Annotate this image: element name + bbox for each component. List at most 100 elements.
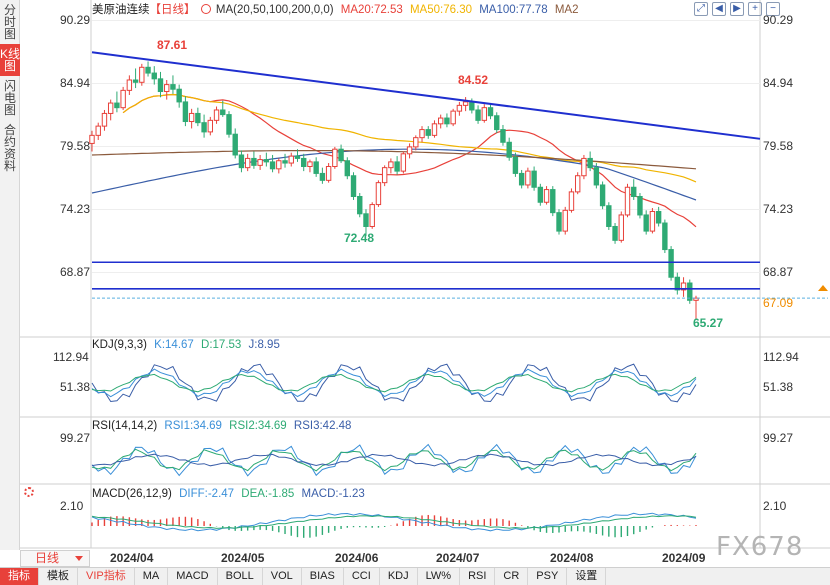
chart-canvas[interactable] <box>0 0 830 567</box>
candle-body <box>319 172 326 181</box>
chevron-down-icon <box>75 556 83 561</box>
ma2-value: MA2 <box>554 4 579 16</box>
tab-indicator[interactable]: 指标 <box>0 568 39 585</box>
tab-contract-info-label: 合约资料 <box>3 123 16 173</box>
tab-time-share[interactable]: 分时图 <box>0 0 20 44</box>
candle-body <box>606 205 612 227</box>
candle-body <box>668 249 674 278</box>
candle-body <box>344 160 350 177</box>
macd-sun-icon[interactable] <box>24 487 34 497</box>
candle-body <box>518 172 525 186</box>
candle-body <box>114 102 120 109</box>
candle-body <box>450 110 456 125</box>
candle-body <box>556 212 562 232</box>
candle-body <box>655 210 662 224</box>
candle-body <box>164 84 170 93</box>
ma100-line <box>91 148 697 201</box>
period-selector[interactable]: 日线 <box>20 550 90 567</box>
candle-body <box>512 156 519 174</box>
candle-body <box>132 79 139 83</box>
left-axis-label: 84.94 <box>60 76 91 90</box>
watermark-logo: FX678 <box>716 532 804 562</box>
candle-body <box>462 101 469 106</box>
date-label: 2024/09 <box>662 551 706 565</box>
high-annotation: 87.61 <box>157 38 188 52</box>
left-axis-label: 79.58 <box>60 139 91 153</box>
tab-bias[interactable]: BIAS <box>302 568 344 585</box>
tab-vol[interactable]: VOL <box>263 568 302 585</box>
low-annotation: 72.48 <box>344 231 375 245</box>
candle-body <box>506 141 512 158</box>
candle-body <box>693 297 699 301</box>
tab-settings[interactable]: 设置 <box>567 568 607 585</box>
high-annotation: 84.52 <box>458 73 489 87</box>
left-axis-label: 68.87 <box>60 265 91 279</box>
candle-body <box>363 213 369 227</box>
candle-body <box>525 170 531 186</box>
settings-gear-icon[interactable] <box>200 4 211 14</box>
macd-legend: MACD(26,12,9) DIFF:-2.47 DEA:-1.85 MACD:… <box>92 487 365 501</box>
main-legend: 美原油连续【日线】 MA(20,50,100,200,0,0) MA20:72.… <box>92 3 578 17</box>
candle-body <box>637 195 643 216</box>
candle-body <box>195 112 201 124</box>
zoom-in-icon[interactable]: + <box>748 2 762 16</box>
candle-body <box>213 109 220 121</box>
kdj-d-line <box>91 373 697 393</box>
candle-body <box>276 160 282 170</box>
candle-body <box>543 189 550 203</box>
low-annotation: 65.27 <box>693 316 724 330</box>
tab-vip-indicator[interactable]: VIP指标 <box>78 568 135 585</box>
candle-body <box>145 66 151 74</box>
tab-psy[interactable]: PSY <box>528 568 568 585</box>
tab-lw[interactable]: LW% <box>418 568 461 585</box>
tab-boll[interactable]: BOLL <box>218 568 263 585</box>
zoom-out-icon[interactable]: − <box>766 2 780 16</box>
candle-body <box>263 159 270 163</box>
ma100-value: MA100:77.78 <box>479 4 548 16</box>
tab-template[interactable]: 模板 <box>39 568 78 585</box>
tab-kline[interactable]: K线图 <box>0 44 20 76</box>
tab-kdj[interactable]: KDJ <box>380 568 418 585</box>
tab-macd[interactable]: MACD <box>168 568 218 585</box>
tab-cci[interactable]: CCI <box>344 568 380 585</box>
kdj-axis-label: 112.94 <box>763 350 799 364</box>
candle-body <box>680 282 687 291</box>
candle-body <box>562 209 568 232</box>
candle-body <box>301 157 307 168</box>
tab-cr[interactable]: CR <box>495 568 529 585</box>
left-axis-label: 90.29 <box>60 13 91 27</box>
candle-body <box>431 123 438 136</box>
candle-body <box>662 222 668 251</box>
ma20-line <box>122 93 697 228</box>
tab-contract-info[interactable]: 合约资料 <box>0 120 20 176</box>
candle-body <box>244 157 251 169</box>
kdj-j: J:8.95 <box>248 339 280 351</box>
right-axis-label: 79.58 <box>763 139 794 153</box>
tab-rsi[interactable]: RSI <box>460 568 496 585</box>
arrow-left-icon[interactable]: ◀ <box>712 2 726 16</box>
tab-flash[interactable]: 闪电图 <box>0 76 20 120</box>
candle-body <box>307 161 313 168</box>
candle-body <box>269 161 276 170</box>
candle-body <box>574 175 581 193</box>
tab-ma[interactable]: MA <box>135 568 169 585</box>
candle-body <box>687 282 693 301</box>
candle-body <box>101 112 108 127</box>
last-price-marker-icon <box>818 285 828 291</box>
candle-body <box>438 117 444 125</box>
rsi-legend: RSI(14,14,2) RSI1:34.69 RSI2:34.69 RSI3:… <box>92 419 351 433</box>
candle-body <box>288 155 294 164</box>
kdj-k-line <box>91 368 697 398</box>
candle-body <box>313 161 319 174</box>
candle-body <box>531 170 537 188</box>
candle-body <box>587 157 593 169</box>
kdj-d: D:17.53 <box>201 339 242 351</box>
macd-diff-line <box>91 512 697 532</box>
ma50-line <box>122 93 697 183</box>
candle-body <box>612 225 618 241</box>
last-price-label: 67.09 <box>763 296 794 310</box>
kdj-legend: KDJ(9,3,3) K:14.67 D:17.53 J:8.95 <box>92 338 280 352</box>
arrow-right-icon[interactable]: ▶ <box>730 2 744 16</box>
expand-icon[interactable]: ⤢ <box>694 2 708 16</box>
candle-body <box>481 107 487 121</box>
